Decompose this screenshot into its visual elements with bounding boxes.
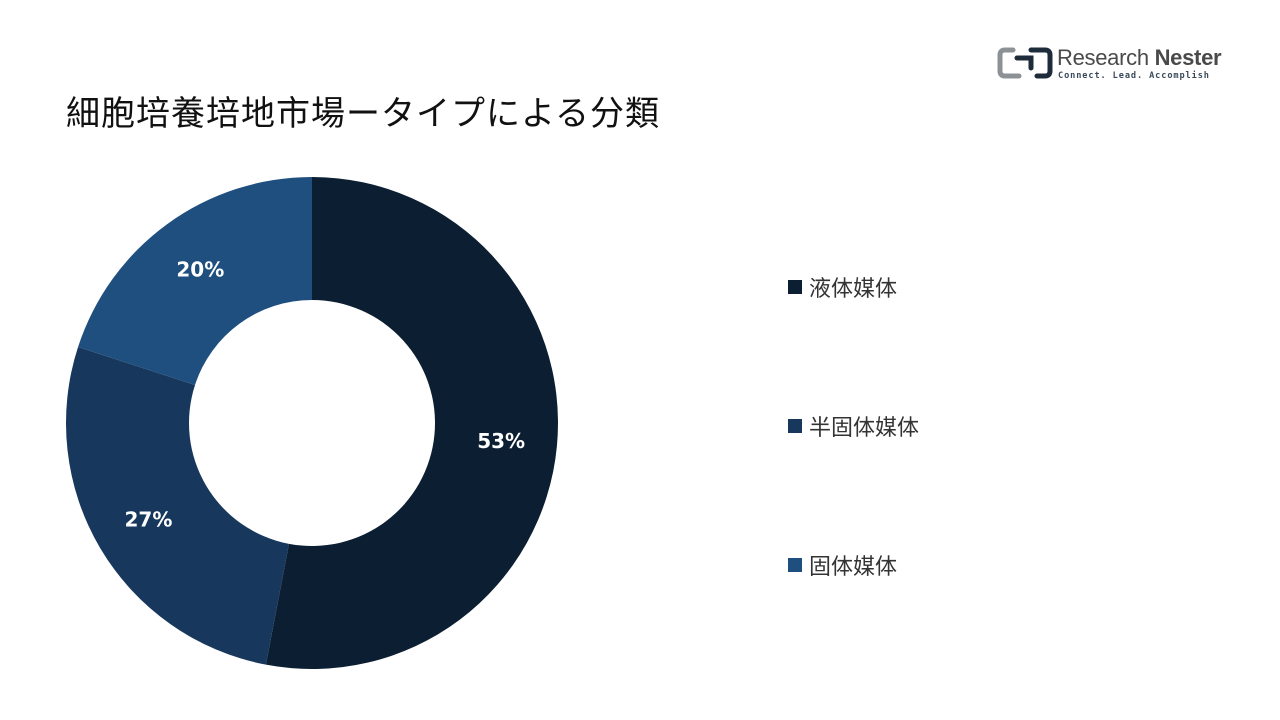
brand-name: Research Nester: [1057, 45, 1222, 70]
legend-swatch-3: [788, 558, 802, 572]
legend-item-2: 半固体媒体: [788, 410, 919, 442]
legend-label-2: 半固体媒体: [809, 416, 920, 441]
donut-slice-3: [78, 177, 312, 385]
legend-swatch-2: [788, 419, 802, 433]
legend-swatch-1: [788, 280, 802, 294]
data-label-2: 27%: [125, 508, 173, 532]
data-label-1: 53%: [477, 429, 525, 453]
brand-logo: Research Nester Connect. Lead. Accomplis…: [997, 44, 1227, 84]
brand-tagline: Connect. Lead. Accomplish: [1058, 71, 1210, 81]
data-label-3: 20%: [176, 257, 224, 281]
legend-label-3: 固体媒体: [809, 555, 898, 580]
research-nester-logo-icon: [997, 47, 1053, 79]
legend-label-1: 液体媒体: [809, 277, 898, 302]
chart-title: 細胞培養培地市場ータイプによる分類: [66, 94, 660, 134]
legend-item-1: 液体媒体: [788, 271, 897, 303]
donut-slice-2: [66, 346, 289, 665]
legend-item-3: 固体媒体: [788, 549, 897, 581]
donut-slice-1: [265, 177, 559, 669]
